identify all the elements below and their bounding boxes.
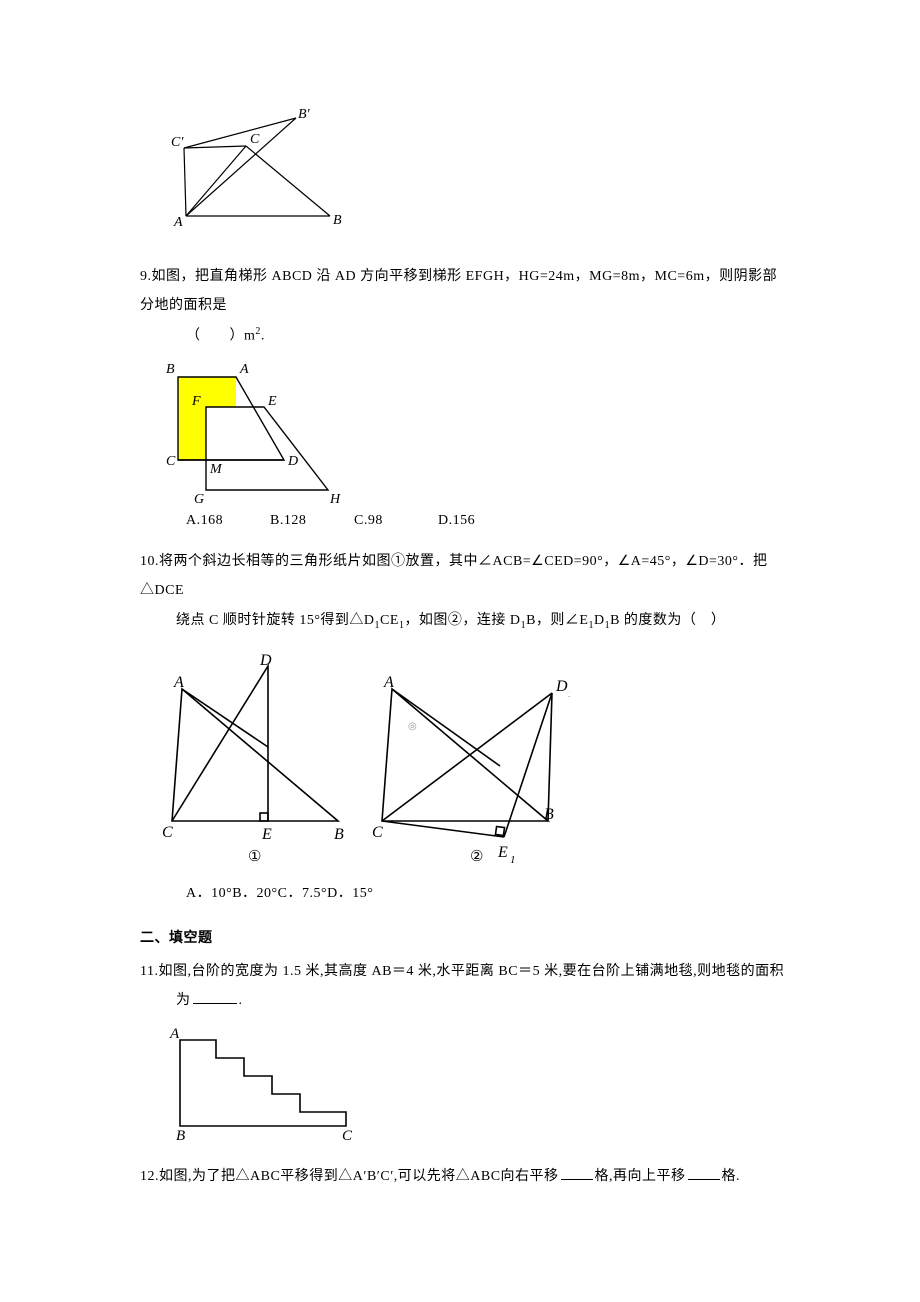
label-Bp: B': [298, 107, 311, 122]
q12-b: 格,再向上平移: [595, 1169, 686, 1184]
svg-text:E: E: [497, 844, 508, 861]
watermark-icon: ◎: [408, 721, 417, 732]
label-Cp: C': [171, 135, 184, 150]
q10-options: A．10°B．20°C．7.5°D．15°: [140, 879, 790, 908]
q8-figure: A B C B' C': [168, 106, 348, 236]
svg-text:A: A: [169, 1026, 180, 1042]
q10-l2c: ，如图②，连接 D: [404, 613, 520, 628]
svg-text:A: A: [173, 674, 184, 691]
q10-l1a: 将两个斜边长相等的三角形纸片如图①放置，其中∠ACB=∠CED=90°，∠A=4…: [140, 554, 768, 598]
q9-opt-C: C.98: [354, 513, 434, 529]
q12-number: 12.: [140, 1169, 159, 1184]
q9-opt-B: B.128: [270, 513, 350, 529]
svg-text:1: 1: [568, 688, 570, 700]
q10-figure: A D C E B ① A D1: [160, 651, 570, 871]
q10-l2b: CE: [380, 613, 399, 628]
label-C: C: [166, 454, 176, 469]
svg-text:②: ②: [470, 849, 483, 865]
svg-text:1: 1: [510, 854, 516, 866]
svg-text:D: D: [555, 678, 568, 695]
svg-text:C: C: [342, 1128, 353, 1142]
q10-l2d: B，则∠E: [526, 613, 588, 628]
svg-text:C: C: [162, 824, 173, 841]
q10-stem-l2: 绕点 C 顺时针旋转 15°得到△D1CE1，如图②，连接 D1B，则∠E1D1…: [140, 606, 790, 636]
q10-l2a: 绕点 C 顺时针旋转 15°得到△D: [176, 613, 375, 628]
q11-figure: A B C: [160, 1022, 360, 1142]
q11-l2-prefix: 为: [176, 993, 191, 1008]
label-C: C: [250, 132, 260, 147]
label-D: D: [287, 454, 298, 469]
svg-text:C: C: [372, 824, 383, 841]
q11-number: 11.: [140, 964, 158, 979]
q12-blank2: [688, 1166, 720, 1180]
q9-stem: 9.如图，把直角梯形 ABCD 沿 AD 方向平移到梯形 EFGH，HG=24m…: [140, 262, 790, 321]
q9-opt-D: D.156: [438, 513, 518, 529]
label-G: G: [194, 492, 204, 507]
q12-blank1: [561, 1166, 593, 1180]
q11-l2-suffix: .: [239, 993, 243, 1008]
q9-l2-suffix: .: [261, 328, 265, 343]
q9-number: 9.: [140, 269, 152, 284]
q10-l2e: D: [594, 613, 605, 628]
q11-l1: 如图,台阶的宽度为 1.5 米,其高度 AB＝4 米,水平距离 BC＝5 米,要…: [158, 964, 784, 979]
q12-a: 如图,为了把△ABC平移得到△A′B′C′,可以先将△ABC向右平移: [159, 1169, 559, 1184]
q11-stem-l2: 为.: [140, 986, 790, 1015]
svg-text:B: B: [334, 826, 344, 843]
q9-opt-A: A.168: [186, 513, 266, 529]
svg-text:B: B: [544, 806, 554, 823]
q9-l2-prefix: （ ）m: [186, 328, 255, 343]
q9-options: A.168 B.128 C.98 D.156: [140, 513, 790, 529]
label-B: B: [166, 362, 175, 377]
label-H: H: [329, 492, 341, 507]
q9-line2: （ ）m2.: [140, 321, 790, 351]
svg-text:B: B: [176, 1128, 185, 1142]
q12-stem: 12.如图,为了把△ABC平移得到△A′B′C′,可以先将△ABC向右平移 格,再…: [140, 1162, 790, 1191]
q9-line1: 如图，把直角梯形 ABCD 沿 AD 方向平移到梯形 EFGH，HG=24m，M…: [140, 269, 777, 313]
q11-blank: [193, 990, 237, 1004]
label-A: A: [239, 362, 249, 377]
svg-text:A: A: [383, 674, 394, 691]
svg-text:①: ①: [248, 849, 261, 865]
q10-number: 10.: [140, 554, 159, 569]
label-B: B: [333, 213, 342, 228]
label-M: M: [209, 462, 223, 477]
q11-stem-l1: 11.如图,台阶的宽度为 1.5 米,其高度 AB＝4 米,水平距离 BC＝5 …: [140, 957, 790, 986]
section2-title: 二、填空题: [140, 927, 790, 947]
q12-c: 格.: [722, 1169, 741, 1184]
q9-figure: B A F E C M D G H: [160, 357, 360, 507]
svg-text:E: E: [261, 826, 272, 843]
svg-text:D: D: [259, 652, 272, 669]
q10-l2f: B 的度数为（ ）: [610, 613, 725, 628]
label-F: F: [191, 394, 201, 409]
q10-stem-l1: 10.将两个斜边长相等的三角形纸片如图①放置，其中∠ACB=∠CED=90°，∠…: [140, 547, 790, 606]
label-A: A: [173, 215, 183, 230]
label-E: E: [267, 394, 277, 409]
